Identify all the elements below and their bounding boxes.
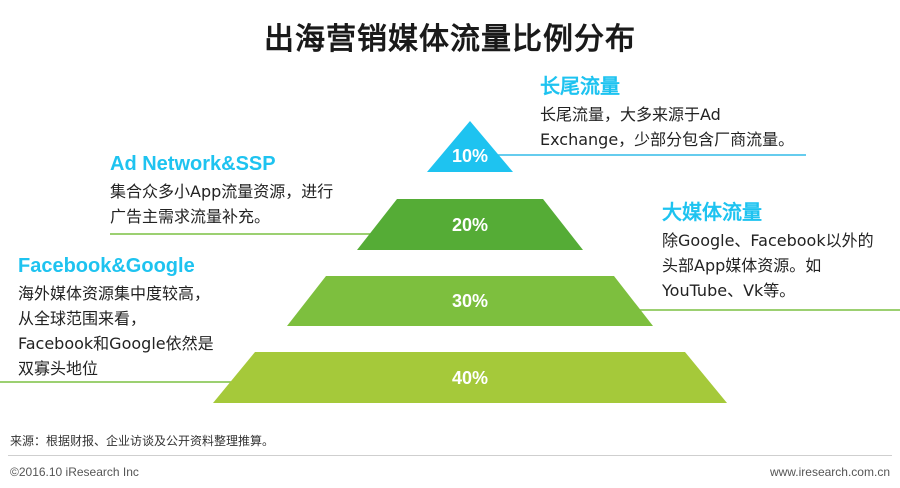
pyramid-level-4-label: 40% — [452, 368, 488, 388]
note-big-media-text: 除Google、Facebook以外的 头部App媒体资源。如 YouTube、… — [662, 228, 874, 303]
pyramid-level-4 — [213, 352, 727, 403]
note-ad-network-line: 集合众多小App流量资源，进行 — [110, 182, 334, 201]
note-big-media: 大媒体流量 除Google、Facebook以外的 头部App媒体资源。如 Yo… — [662, 200, 874, 303]
note-long-tail: 长尾流量 长尾流量，大多来源于Ad Exchange，少部分包含厂商流量。 — [540, 74, 794, 152]
note-fb-google: Facebook&Google 海外媒体资源集中度较高， 从全球范围来看， Fa… — [18, 253, 214, 381]
pyramid-level-1-label: 10% — [452, 146, 488, 166]
pyramid-level-2 — [357, 199, 583, 250]
footer-copyright: ©2016.10 iResearch Inc — [10, 465, 139, 479]
pyramid-level-1 — [427, 121, 513, 172]
note-ad-network-line: 广告主需求流量补充。 — [110, 207, 271, 226]
note-long-tail-line: 长尾流量，大多来源于Ad — [540, 105, 721, 124]
note-long-tail-line: Exchange，少部分包含厂商流量。 — [540, 130, 795, 149]
note-ad-network: Ad Network&SSP 集合众多小App流量资源，进行 广告主需求流量补充… — [110, 151, 333, 229]
note-fb-google-line: Facebook和Google依然是 — [18, 334, 214, 353]
note-big-media-line: YouTube、Vk等。 — [662, 281, 796, 300]
note-fb-google-text: 海外媒体资源集中度较高， 从全球范围来看， Facebook和Google依然是… — [18, 281, 214, 381]
note-big-media-title: 大媒体流量 — [662, 202, 762, 224]
note-fb-google-line: 海外媒体资源集中度较高， — [18, 284, 211, 303]
note-fb-google-line: 双寡头地位 — [18, 359, 99, 378]
note-long-tail-text: 长尾流量，大多来源于Ad Exchange，少部分包含厂商流量。 — [540, 102, 794, 152]
note-ad-network-title: Ad Network&SSP — [110, 153, 276, 175]
source-note: 来源：根据财报、企业访谈及公开资料整理推算。 — [10, 434, 275, 448]
footer-website-link[interactable]: www.iresearch.com.cn — [769, 465, 890, 479]
note-ad-network-text: 集合众多小App流量资源，进行 广告主需求流量补充。 — [110, 179, 333, 229]
pyramid-level-3 — [287, 276, 653, 326]
note-fb-google-title: Facebook&Google — [18, 255, 195, 277]
page-title: 出海营销媒体流量比例分布 — [264, 22, 636, 57]
note-big-media-line: 除Google、Facebook以外的 — [662, 231, 874, 250]
traffic-pyramid: 10% 20% 30% 40% — [0, 121, 900, 403]
note-fb-google-line: 从全球范围来看， — [18, 309, 147, 328]
note-long-tail-title: 长尾流量 — [540, 76, 620, 98]
pyramid-level-3-label: 30% — [452, 291, 488, 311]
footer-divider — [8, 455, 892, 456]
pyramid-level-2-label: 20% — [452, 215, 488, 235]
note-big-media-line: 头部App媒体资源。如 — [662, 256, 822, 275]
